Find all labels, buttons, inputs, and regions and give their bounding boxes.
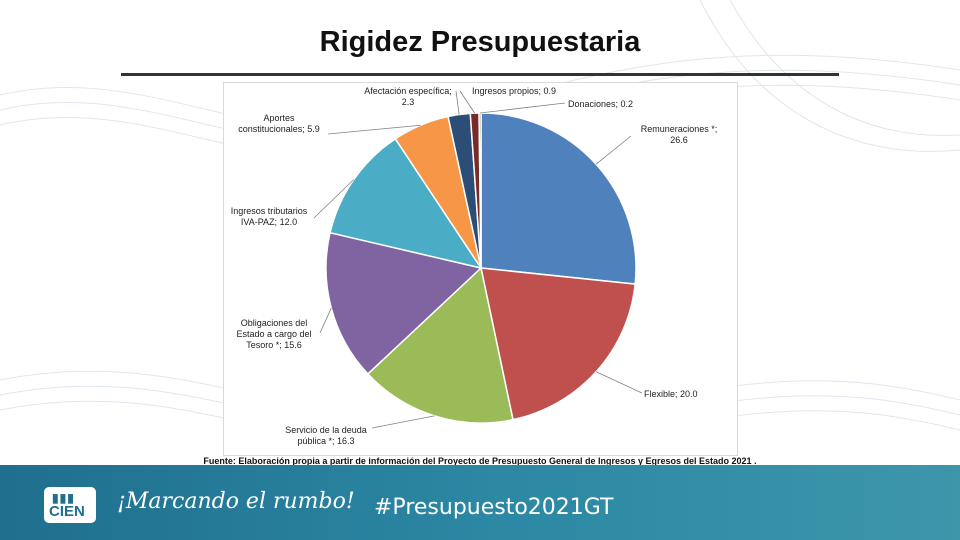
pie-slice (480, 112, 637, 285)
pie-slice (325, 231, 483, 375)
title-underline (121, 73, 839, 76)
pie-slice (480, 267, 636, 421)
leader-line (459, 90, 475, 114)
pie-chart: Remuneraciones *; 26.6 Flexible; 20.0 Servi… (231, 86, 718, 446)
leader-line (319, 307, 332, 334)
slice-label: Ingresos tributarios IVA-PAZ; 12.0 (231, 206, 308, 227)
slogan-text: ¡Marcando el rumbo! (117, 489, 355, 514)
slice-label: Flexible; 20.0 (644, 389, 698, 399)
cien-logo: ▮▮▮ CIEN (44, 487, 96, 523)
leader-line (595, 135, 632, 165)
slice-label: Servicio de la deuda pública *; 16.3 (285, 425, 367, 446)
logo-mark: ▮▮▮ (52, 491, 75, 505)
leader-line (479, 102, 566, 114)
leader-line (455, 90, 460, 115)
leader-line (595, 371, 643, 394)
leader-line (327, 124, 421, 135)
leader-line (371, 415, 435, 429)
footer-banner: ▮▮▮ CIEN ¡Marcando el rumbo! #Presupuest… (0, 465, 960, 540)
slice-label: Remuneraciones *; 26.6 (641, 124, 718, 145)
slice-label: Aportes constitucionales; 5.9 (238, 113, 320, 134)
slice-label: Afectación específica; 2.3 (364, 86, 452, 107)
logo-text: CIEN (49, 503, 85, 520)
slide-title: Rigidez Presupuestaria (319, 26, 641, 58)
leader-line (313, 179, 355, 219)
pie-chart-area: Remuneraciones *; 26.6 Flexible; 20.0 Servi… (223, 82, 738, 456)
slice-label: Donaciones; 0.2 (568, 99, 633, 109)
source-note: Fuente: Elaboración propia a partir de i… (203, 456, 757, 466)
pie-slice (329, 137, 483, 270)
slice-label: Ingresos propios; 0.9 (472, 86, 556, 96)
hashtag-text: #Presupuesto2021GT (374, 495, 614, 520)
slice-label: Obligaciones del Estado a cargo del Tesoro… (236, 318, 311, 350)
